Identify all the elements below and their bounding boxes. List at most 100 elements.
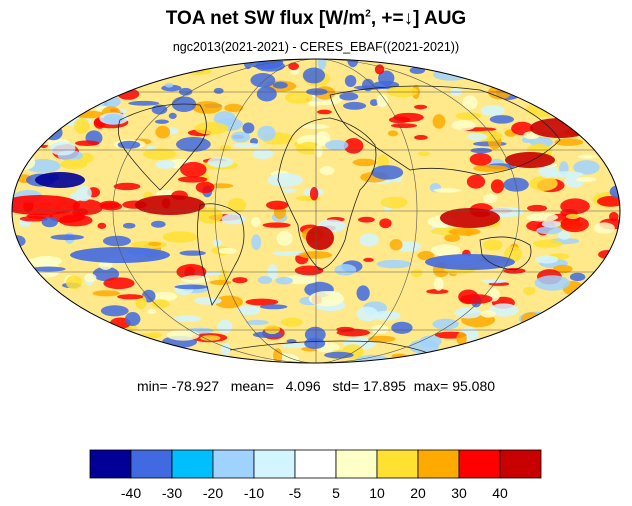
flux-cell [488,303,519,317]
flux-cell [221,213,246,225]
flux-cell [433,188,462,193]
flux-cell [576,176,597,183]
flux-cell [376,259,412,269]
colorbar-box [89,449,132,479]
flux-cell [232,142,261,148]
coastlines [117,85,561,359]
flux-cell [209,279,232,285]
flux-cell [100,305,129,317]
flux-cell [417,151,431,157]
flux-cell [92,266,120,282]
flux-cell [577,154,598,159]
colorbar-tick-label: -5 [289,485,302,501]
mean-label: mean= [230,378,274,394]
colorbar-box [458,449,501,479]
colorbar-box [171,449,214,479]
flux-cell [237,304,261,316]
colorbar-tick-label: -30 [162,485,182,501]
flux-cell [173,315,202,323]
colorbar-tick-label: 10 [369,485,385,501]
flux-cell [467,133,488,141]
flux-cell [410,269,423,278]
flux-cell [529,176,558,191]
colorbar-box [294,449,337,479]
std-label: std= [332,378,360,394]
flux-cell [469,152,492,166]
flux-cell [460,294,493,304]
flux-cell [122,222,136,229]
meridian-line [214,59,418,363]
flux-cell [336,328,370,337]
flux-cell [194,122,229,135]
flux-cell [553,264,573,274]
map-border [11,58,621,364]
colorbar-box [376,449,419,479]
flux-cell [75,140,100,147]
flux-cell [256,86,277,102]
flux-cell [275,276,294,285]
colorbar-box [212,449,255,479]
flux-cell [480,105,505,117]
flux-cell [227,197,247,213]
flux-cell [483,193,498,204]
flux-cell [30,255,62,267]
title-superscript: 2 [365,8,371,20]
flux-cell [419,335,442,348]
flux-cell [97,222,107,229]
australia-coast [479,236,532,271]
flux-cell [466,174,486,189]
flux-cell [174,284,209,290]
flux-cell [372,310,401,321]
flux-cell [352,158,377,167]
flux-cell [533,239,563,248]
flux-cell [74,118,90,134]
flux-cell [317,59,327,70]
flux-feature [135,195,205,215]
flux-cell [272,250,307,256]
flux-cell [387,130,399,137]
flux-cell [390,123,418,129]
flux-cell [451,120,476,131]
flux-cell [168,112,177,119]
flux-cell [267,173,304,187]
flux-cell [245,298,279,306]
flux-cell [473,164,509,172]
flux-cell [251,234,262,251]
flux-cell [334,264,357,276]
flux-cell [180,161,207,178]
flux-cell [92,290,120,297]
flux-cell [41,217,58,228]
flux-cell [386,86,419,98]
plot-subtitle: ngc2013(2021-2021) - CERES_EBAF((2021-20… [172,40,460,54]
flux-cell [117,294,144,300]
flux-cell [554,138,584,146]
africa-coast [277,117,377,271]
flux-cell [371,324,389,334]
flux-cell [103,277,135,290]
flux-cell [430,244,461,257]
flux-cell [319,166,335,176]
flux-cell [196,207,223,224]
eurasia-coast [329,85,561,176]
flux-cell [356,306,379,322]
flux-cell [154,119,169,124]
flux-cell [565,213,580,220]
flux-cell [257,125,276,141]
flux-cell [155,125,171,139]
max-label: max= [413,378,449,394]
flux-cell [593,222,615,234]
flux-cell [242,122,255,134]
flux-cell [391,321,413,334]
colorbar-tick-label: -40 [121,485,141,501]
colorbar-tick-label: -20 [203,485,223,501]
flux-cell [124,312,141,327]
flux-cell [219,144,232,152]
flux-cell [433,277,444,291]
flux-cell [143,148,177,160]
flux-cell [231,131,251,143]
flux-cell [339,92,359,101]
flux-cell [432,318,459,330]
flux-cell [49,141,76,156]
flux-cell [534,275,570,291]
